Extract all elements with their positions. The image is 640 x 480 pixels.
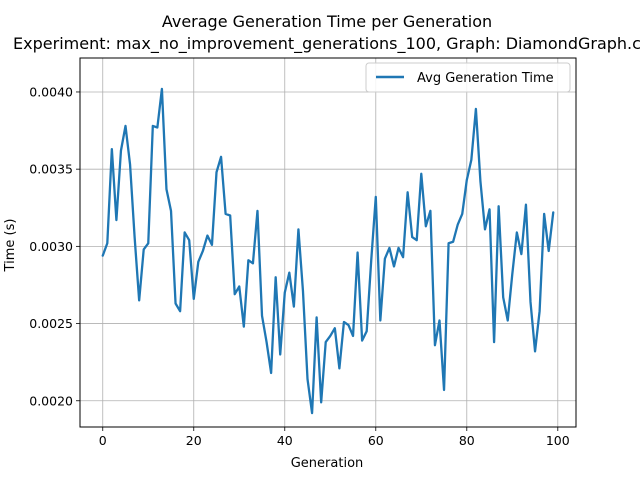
plot-area-frame: [79, 57, 577, 428]
y-tick-label: 0.0035: [29, 162, 73, 177]
x-tick-label: 80: [459, 433, 475, 448]
x-tick-label: 100: [546, 433, 570, 448]
legend-label: Avg Generation Time: [417, 71, 554, 86]
series-line: [101, 87, 555, 415]
chart-title: Average Generation Time per Generation: [162, 12, 492, 31]
x-tick-label: 20: [186, 433, 202, 448]
y-tick-label: 0.0040: [29, 84, 73, 99]
x-tick-label: 0: [99, 433, 107, 448]
y-axis-ticks: 0.0020 0.0025 0.0030 0.0035 0.0040: [29, 84, 80, 408]
y-tick-label: 0.0020: [29, 393, 73, 408]
chart-subtitle: Experiment: max_no_improvement_generatio…: [13, 34, 640, 54]
series-lines: [101, 87, 555, 415]
y-axis-label: Time (s): [3, 219, 18, 273]
x-tick-label: 60: [368, 433, 384, 448]
legend-box: [365, 62, 571, 93]
x-tick-label: 40: [277, 433, 293, 448]
x-axis-ticks: 0 20 40 60 80 100: [99, 427, 570, 448]
x-axis-label: Generation: [291, 456, 364, 471]
y-tick-label: 0.0025: [29, 316, 73, 331]
legend: Avg Generation Time: [365, 62, 571, 93]
y-tick-label: 0.0030: [29, 239, 73, 254]
